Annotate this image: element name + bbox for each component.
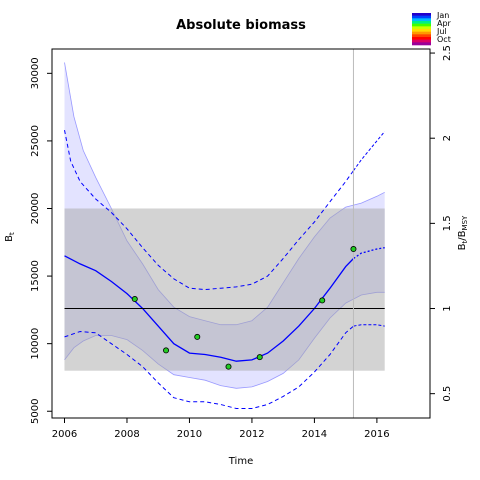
x-tick-label: 2008 (114, 429, 139, 440)
y-tick-label-right: 2 (442, 135, 453, 141)
reference-band-rect (64, 208, 385, 371)
legend-color-swatch (412, 29, 431, 32)
y-axis-right-label-main: B (457, 243, 468, 250)
legend-label: Jan (436, 11, 449, 20)
x-tick-label: 2014 (302, 429, 327, 440)
data-point (225, 363, 232, 370)
series-line-estimate (64, 255, 354, 362)
y-axis-left-label: Bt (4, 232, 16, 242)
legend-color-swatch (412, 26, 431, 30)
data-point (350, 246, 357, 253)
series-line-upper-ci (64, 130, 354, 291)
y-tick-label-left: 15000 (30, 260, 41, 292)
data-point (131, 296, 138, 303)
legend-color-swatch (412, 31, 431, 35)
legend-color-swatch (412, 37, 431, 40)
legend-label: Jul (436, 27, 447, 36)
x-axis: 2006 2008 2010 2012 2014 2016 (52, 418, 390, 440)
x-axis-label: Time (228, 456, 253, 467)
legend-label: Apr (437, 19, 452, 28)
legend-color-swatch (412, 39, 431, 43)
data-point (319, 297, 326, 304)
x-tick-label: 2006 (52, 429, 77, 440)
reference-band (64, 208, 385, 371)
x-tick-label: 2010 (177, 429, 202, 440)
y-tick-label-right: 2.5 (442, 45, 453, 61)
svg-text:Bt/BMSY: Bt/BMSY (457, 215, 469, 250)
legend-color-swatch (412, 15, 431, 19)
data-point (194, 333, 201, 340)
x-tick-label: 2016 (364, 429, 389, 440)
y-axis-right-label: Bt/BMSY (457, 215, 469, 250)
y-tick-label-left: 10000 (30, 328, 41, 360)
legend-color-swatch (412, 13, 431, 16)
x-tick-label: 2012 (239, 429, 264, 440)
legend-label: Oct (437, 35, 451, 44)
observation-points (131, 246, 357, 370)
chart-title: Absolute biomass (176, 18, 306, 33)
legend-color-swatch (412, 23, 431, 27)
y-axis-right-label-rest-sub: MSY (461, 215, 469, 230)
series-lines (64, 49, 386, 418)
y-axis-left-label-sub: t (8, 232, 16, 235)
data-point (256, 354, 263, 361)
y-axis-left: 5000 10000 15000 20000 25000 30000 (30, 57, 52, 424)
series-line-estimate-forecast (353, 247, 385, 260)
y-axis-right-label-rest: /B (457, 230, 468, 240)
plot-frame (51, 48, 431, 419)
legend-color-swatch (412, 34, 431, 38)
series-line-lower-ci (64, 325, 354, 409)
y-tick-label-left: 25000 (30, 125, 41, 157)
legend-color-swatch (412, 18, 431, 22)
legend-color-swatch (412, 42, 431, 46)
svg-text:Bt: Bt (4, 232, 16, 242)
y-tick-label-left: 5000 (30, 399, 41, 424)
y-tick-label-right: 1.5 (442, 215, 453, 231)
y-axis-left-label-main: B (4, 235, 15, 242)
y-tick-label-left: 20000 (30, 193, 41, 225)
y-axis-right: 0.5 1 1.5 2 2.5 (430, 45, 453, 402)
legend-color-swatch (412, 21, 431, 24)
y-tick-label-right: 0.5 (442, 386, 453, 402)
series-line-upper-ci-forecast (353, 131, 386, 171)
data-point (163, 347, 170, 354)
series-line-lower-ci-forecast (353, 324, 385, 327)
y-axis-right-label-sub: t (461, 240, 469, 243)
y-tick-label-right: 1 (442, 305, 453, 311)
y-tick-label-left: 30000 (30, 57, 41, 89)
